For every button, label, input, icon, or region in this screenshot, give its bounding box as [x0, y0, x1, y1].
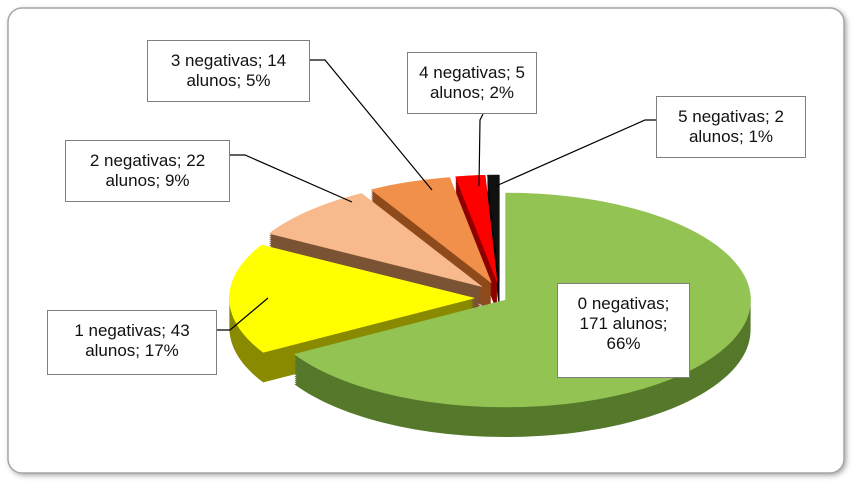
leader-line [230, 154, 353, 203]
slice [487, 174, 500, 283]
slice [268, 193, 483, 287]
data-label: 3 negativas; 14 alunos; 5% [147, 40, 310, 102]
slice [370, 177, 492, 284]
leader-line [310, 59, 433, 191]
leader-line [495, 119, 656, 187]
leader-line [217, 297, 269, 331]
data-label: 4 negativas; 5 alunos; 2% [407, 52, 537, 114]
slice [455, 174, 498, 283]
data-label: 5 negativas; 2 alunos; 1% [656, 96, 806, 158]
data-label: 1 negativas; 43 alunos; 17% [47, 310, 217, 375]
data-label: 0 negativas; 171 alunos; 66% [557, 283, 690, 378]
slice [229, 244, 475, 353]
leader-line [478, 113, 484, 187]
data-label: 2 negativas; 22 alunos; 9% [65, 140, 230, 202]
